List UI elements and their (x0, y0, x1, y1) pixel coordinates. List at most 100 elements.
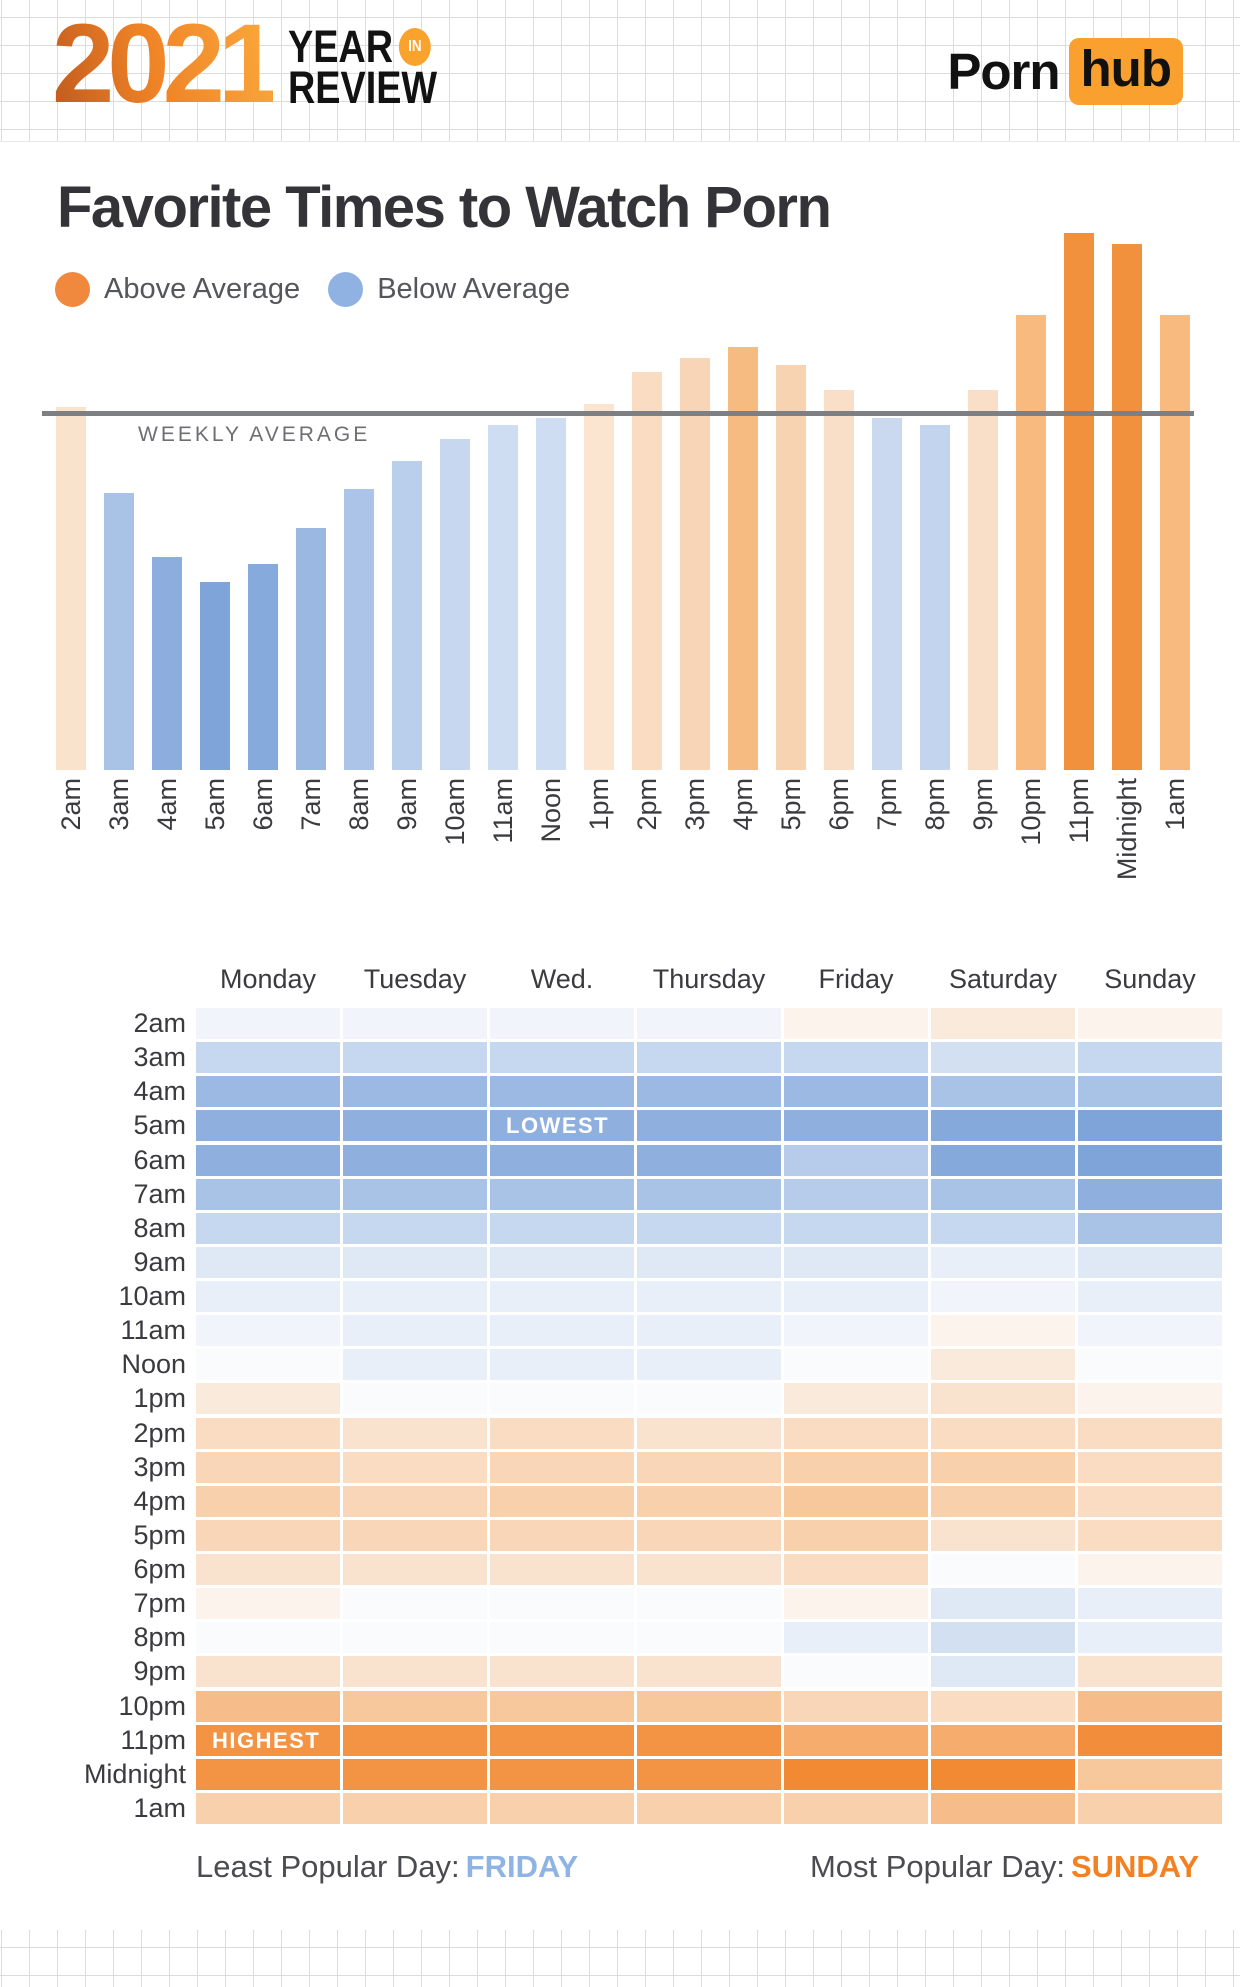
heatmap-cell-Sunday-8pm (1078, 1622, 1222, 1653)
bar-2am (56, 407, 86, 770)
bar-7am (296, 528, 326, 770)
heatmap-cell-Tuesday-Noon (343, 1349, 487, 1380)
bar-10am (440, 439, 470, 770)
heatmap-cell-Tuesday-6pm (343, 1554, 487, 1585)
least-popular-day: Least Popular Day: FRIDAY (196, 1849, 578, 1885)
heatmap-cell-Sunday-5pm (1078, 1520, 1222, 1551)
heatmap-cell-Monday-2pm (196, 1418, 340, 1449)
heatmap-cell-Tuesday-9am (343, 1247, 487, 1278)
heatmap-cell-Tuesday-9pm (343, 1656, 487, 1687)
heatmap-cell-Tuesday-1am (343, 1793, 487, 1824)
heatmap-day-header-Tuesday: Tuesday (363, 964, 467, 994)
heatmap-cell-Sunday-3am (1078, 1042, 1222, 1073)
heatmap-cell-Saturday-9am (931, 1247, 1075, 1278)
heatmap-cell-Wed-9am (490, 1247, 634, 1278)
heatmap-cell-Saturday-9pm (931, 1656, 1075, 1687)
heatmap-cell-Tuesday-8pm (343, 1622, 487, 1653)
heatmap-row-label-11am: 11am (120, 1315, 186, 1345)
bar-6am (248, 564, 278, 770)
heatmap-cell-Monday-7am (196, 1179, 340, 1210)
heatmap-row-label-Midnight: Midnight (83, 1759, 186, 1789)
header-band: 2021 YEAR IN REVIEW Porn hub (0, 0, 1240, 142)
heatmap-cell-Saturday-7am (931, 1179, 1075, 1210)
bar-5am (200, 582, 230, 770)
in-badge-icon: IN (398, 27, 431, 66)
bar-9pm (968, 390, 998, 770)
heatmap-cell-Friday-10pm (784, 1691, 928, 1722)
most-popular-value: SUNDAY (1070, 1849, 1199, 1884)
heatmap-cell-Sunday-4am (1078, 1076, 1222, 1107)
heatmap-cell-Saturday-Midnight (931, 1759, 1075, 1790)
heatmap-row-label-6pm: 6pm (133, 1554, 186, 1584)
heatmap-cell-Wed-7am (490, 1179, 634, 1210)
heatmap-cell-Tuesday-10pm (343, 1691, 487, 1722)
bar-Noon (536, 418, 566, 770)
heatmap-cell-Thursday-6am (637, 1145, 781, 1176)
year-in-review-line2: REVIEW (288, 62, 438, 113)
heatmap-cell-Monday-5am (196, 1110, 340, 1141)
heatmap-cell-Saturday-Noon (931, 1349, 1075, 1380)
heatmap-cell-Tuesday-2am (343, 1008, 487, 1039)
heatmap-cell-Thursday-5am (637, 1110, 781, 1141)
heatmap-cell-Monday-11am (196, 1315, 340, 1346)
heatmap-row-label-3pm: 3pm (133, 1452, 186, 1482)
heatmap-row-label-4am: 4am (133, 1076, 186, 1106)
heatmap-cell-Wed-10am (490, 1281, 634, 1312)
heatmap-cell-Wed-11am (490, 1315, 634, 1346)
heatmap-cell-Friday-1pm (784, 1383, 928, 1414)
heatmap-cell-Monday-4am (196, 1076, 340, 1107)
heatmap-cell-Saturday-4pm (931, 1486, 1075, 1517)
heatmap-cell-Thursday-1am (637, 1793, 781, 1824)
heatmap-cell-Thursday-9pm (637, 1656, 781, 1687)
heatmap-row-label-9pm: 9pm (133, 1656, 186, 1686)
bar-10pm (1016, 315, 1046, 770)
heatmap-cell-Thursday-10pm (637, 1691, 781, 1722)
heatmap-cell-Saturday-8am (931, 1213, 1075, 1244)
page-title: Favorite Times to Watch Porn (57, 175, 832, 240)
heatmap-cell-Saturday-4am (931, 1076, 1075, 1107)
heatmap-cell-Wed-2pm (490, 1418, 634, 1449)
heatmap-cell-Wed-Midnight (490, 1759, 634, 1790)
heatmap-cell-Thursday-2pm (637, 1418, 781, 1449)
heatmap-cell-Friday-8pm (784, 1622, 928, 1653)
heatmap-cell-Friday-6am (784, 1145, 928, 1176)
heatmap-row-label-Noon: Noon (121, 1349, 186, 1379)
heatmap-cell-Tuesday-4pm (343, 1486, 487, 1517)
heatmap-cell-Sunday-2pm (1078, 1418, 1222, 1449)
heatmap-cell-Sunday-8am (1078, 1213, 1222, 1244)
heatmap-cell-Saturday-5pm (931, 1520, 1075, 1551)
heatmap-cell-Saturday-2pm (931, 1418, 1075, 1449)
heatmap-row-label-10pm: 10pm (118, 1691, 186, 1721)
year-in-review-logo: YEAR IN REVIEW (288, 24, 438, 113)
heatmap-cell-Friday-6pm (784, 1554, 928, 1585)
heatmap-cell-Sunday-11pm (1078, 1725, 1222, 1756)
heatmap-day-header-Wed: Wed. (530, 964, 594, 994)
heatmap-cell-Thursday-1pm (637, 1383, 781, 1414)
heatmap-cell-Wed-3am (490, 1042, 634, 1073)
bar-9am (392, 461, 422, 770)
heatmap-day-header-Sunday: Sunday (1104, 964, 1196, 994)
bar-11pm (1064, 233, 1094, 770)
heatmap-cell-Thursday-8am (637, 1213, 781, 1244)
heatmap-cell-Thursday-3am (637, 1042, 781, 1073)
most-popular-day: Most Popular Day: SUNDAY (810, 1849, 1199, 1885)
bar-3am (104, 493, 134, 770)
heatmap-cell-Sunday-9am (1078, 1247, 1222, 1278)
heatmap-cell-Monday-1pm (196, 1383, 340, 1414)
heatmap-cell-Saturday-5am (931, 1110, 1075, 1141)
heatmap-row-label-4pm: 4pm (133, 1486, 186, 1516)
weekly-average-line (42, 411, 1194, 416)
heatmap-row-label-7am: 7am (133, 1179, 186, 1209)
pornhub-logo-hub: hub (1068, 38, 1183, 105)
heatmap-cell-Wed-1am (490, 1793, 634, 1824)
weekly-average-label: WEEKLY AVERAGE (138, 423, 371, 446)
heatmap-cell-Friday-Midnight (784, 1759, 928, 1790)
heatmap-cell-Sunday-2am (1078, 1008, 1222, 1039)
heatmap-cell-Tuesday-4am (343, 1076, 487, 1107)
heatmap-cell-Tuesday-8am (343, 1213, 487, 1244)
above-average-dot-icon (55, 272, 90, 307)
heatmap-cell-Friday-2am (784, 1008, 928, 1039)
heatmap-cell-Thursday-6pm (637, 1554, 781, 1585)
